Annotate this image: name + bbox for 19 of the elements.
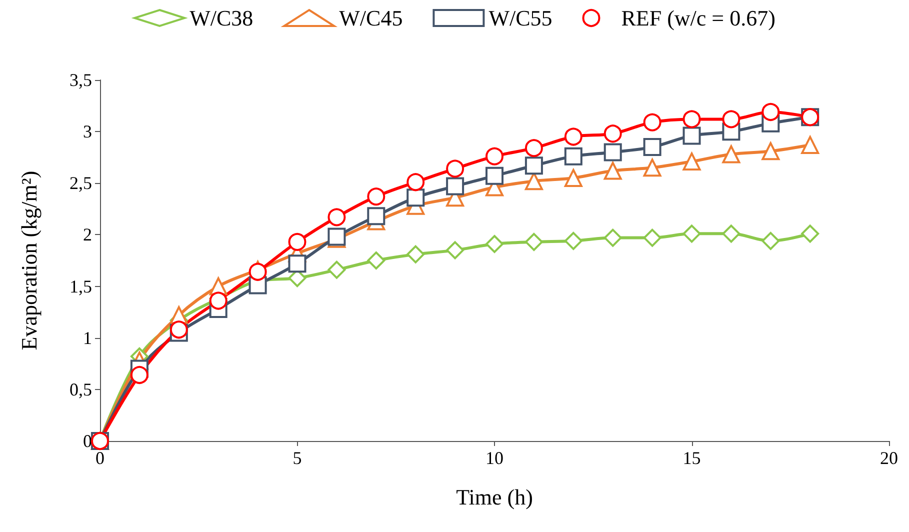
- y-tick-label: 3,5: [70, 70, 92, 90]
- legend-label: W/C38: [190, 6, 254, 30]
- legend-label: REF (w/c = 0.67): [621, 6, 776, 30]
- y-tick-label: 2,5: [70, 173, 92, 194]
- x-tick-label: 0: [96, 448, 104, 468]
- y-tick-label: 2: [83, 224, 92, 245]
- y-tick-label: 1,5: [70, 276, 92, 296]
- x-tick-label: 15: [682, 448, 701, 468]
- x-axis-title: Time (h): [456, 484, 533, 510]
- y-tick-label: 1: [83, 328, 92, 348]
- y-tick-label: 0: [83, 431, 92, 451]
- y-tick-label: 0,5: [70, 379, 92, 400]
- x-tick-label: 5: [292, 448, 302, 468]
- x-tick-label: 20: [880, 448, 898, 468]
- legend-label: W/C55: [488, 6, 552, 30]
- y-tick-label: 3: [83, 122, 92, 142]
- legend-label: W/C45: [339, 6, 403, 30]
- x-tick-label: 10: [486, 448, 504, 468]
- y-axis-title: Evaporation (kg/m²): [16, 170, 42, 350]
